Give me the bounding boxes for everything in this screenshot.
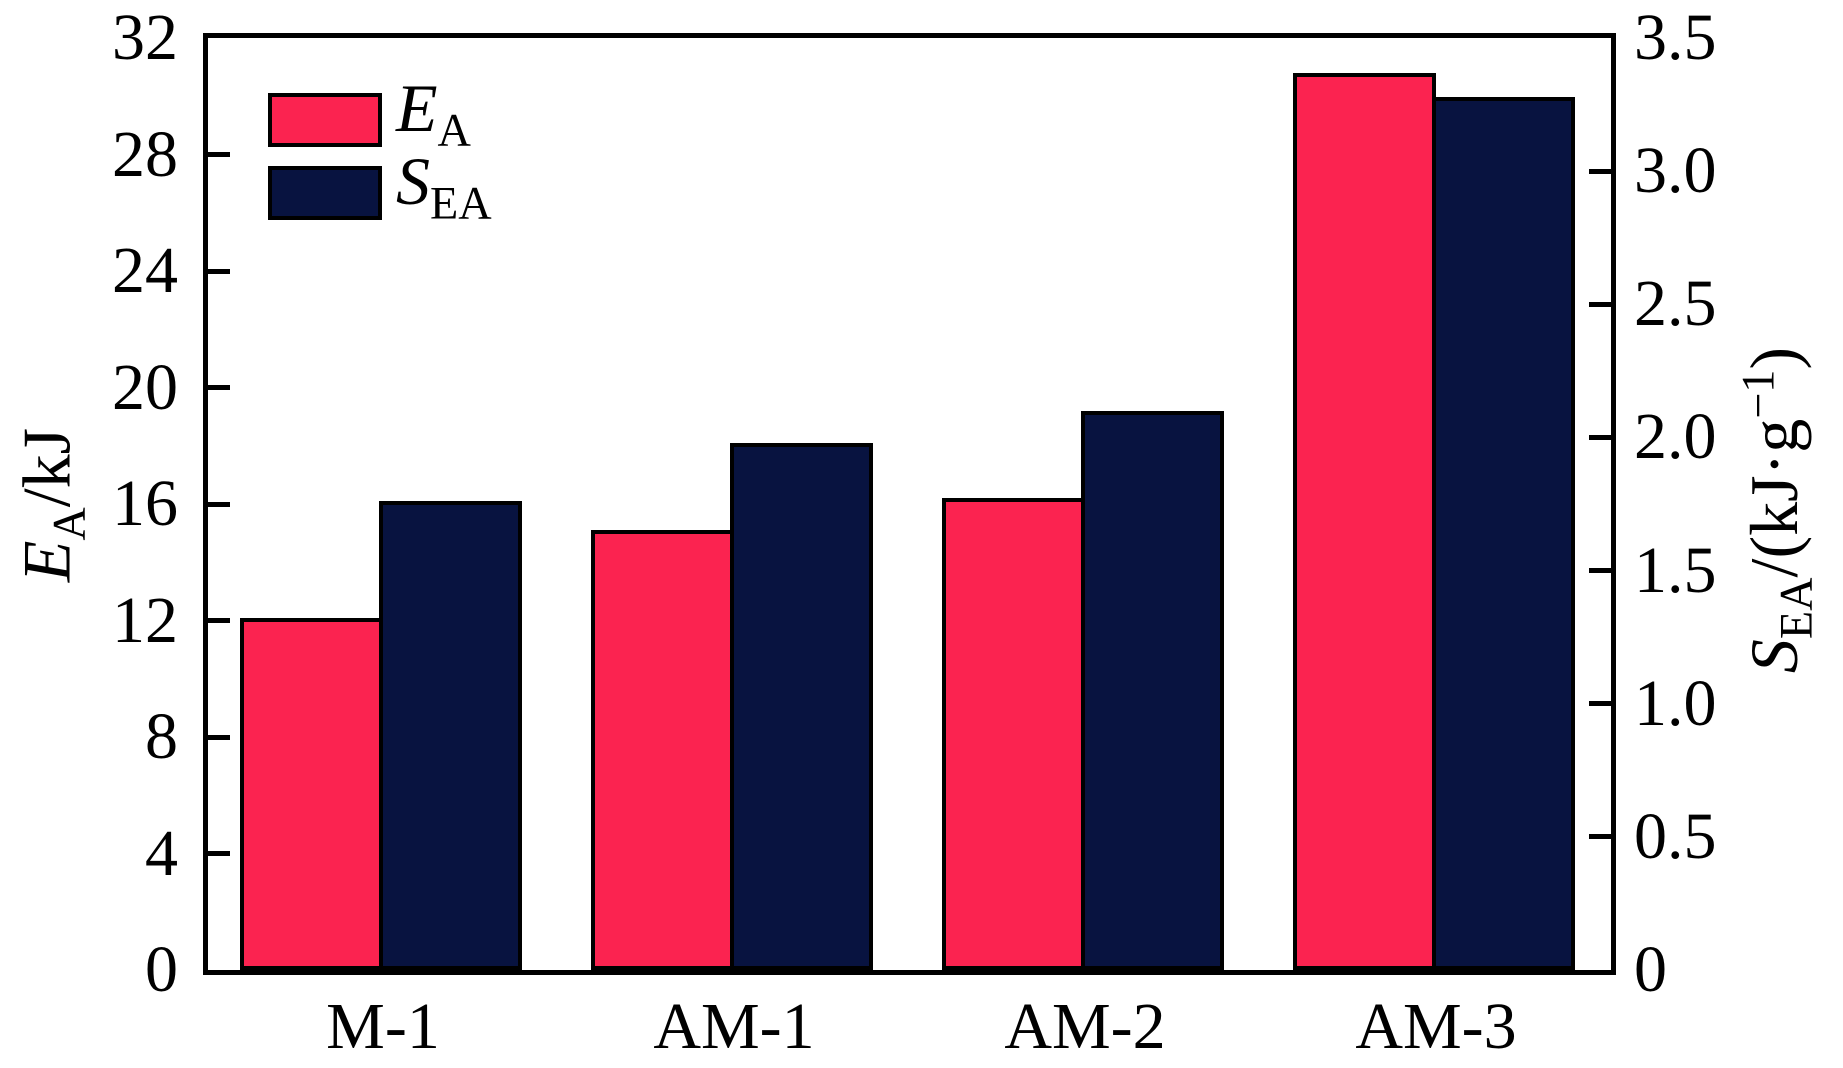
- left-y-tick-label-0: 0: [145, 933, 178, 1006]
- left-y-tick-label-28: 28: [112, 118, 178, 191]
- plot-area: EA SEA: [203, 33, 1616, 975]
- left-y-tick-label-8: 8: [145, 700, 178, 773]
- bar-ea-am-2: [942, 498, 1085, 970]
- right-y-tick: [1589, 834, 1611, 839]
- legend-label-ea-sub: A: [437, 105, 471, 157]
- legend-label-ea: EA: [396, 74, 471, 159]
- legend: EA SEA: [268, 74, 492, 239]
- right-axis-title: SEA/(kJ·g−1): [1732, 347, 1823, 673]
- left-y-tick-label-20: 20: [112, 351, 178, 424]
- legend-item-ea: EA: [268, 74, 492, 157]
- left-y-tick: [208, 385, 230, 390]
- bar-sea-am-1: [730, 443, 873, 970]
- legend-swatch-ea: [268, 93, 382, 147]
- bar-sea-am-2: [1081, 411, 1224, 970]
- right-axis-title-units-post: ): [1736, 346, 1813, 370]
- left-y-tick-label-16: 16: [112, 467, 178, 540]
- right-y-tick: [1589, 701, 1611, 706]
- right-y-tick-label-1.0: 1.0: [1634, 667, 1717, 740]
- bar-ea-am-1: [591, 530, 734, 970]
- right-y-tick-label-1.5: 1.5: [1634, 534, 1717, 607]
- right-y-tick-label-0: 0: [1634, 933, 1667, 1006]
- legend-label-sea-sub: EA: [430, 178, 492, 230]
- x-tick-label-m-1: M-1: [326, 990, 440, 1063]
- right-y-tick-label-0.5: 0.5: [1634, 800, 1717, 873]
- left-y-tick: [208, 152, 230, 157]
- legend-label-ea-var: E: [396, 70, 438, 147]
- left-y-tick: [208, 735, 230, 740]
- left-y-tick-label-32: 32: [112, 1, 178, 74]
- legend-item-sea: SEA: [268, 147, 492, 230]
- right-y-tick-label-2.5: 2.5: [1634, 267, 1717, 340]
- legend-label-sea: SEA: [396, 147, 492, 232]
- left-y-tick: [208, 269, 230, 274]
- left-y-tick-label-4: 4: [145, 817, 178, 890]
- bar-ea-am-3: [1293, 73, 1436, 970]
- left-y-tick-label-12: 12: [112, 584, 178, 657]
- legend-label-sea-var: S: [396, 143, 430, 220]
- left-y-tick: [208, 851, 230, 856]
- right-y-tick: [1589, 302, 1611, 307]
- right-y-tick: [1589, 169, 1611, 174]
- left-y-tick-label-24: 24: [112, 234, 178, 307]
- x-tick-label-am-2: AM-2: [1004, 990, 1166, 1063]
- left-y-tick: [208, 618, 230, 623]
- right-y-tick-label-3.5: 3.5: [1634, 1, 1717, 74]
- left-axis-title-var: E: [8, 540, 85, 583]
- x-tick-label-am-3: AM-3: [1355, 990, 1517, 1063]
- right-y-tick-label-2.0: 2.0: [1634, 400, 1717, 473]
- right-y-tick: [1589, 435, 1611, 440]
- left-y-tick: [208, 502, 230, 507]
- bar-sea-m-1: [379, 501, 522, 970]
- bar-ea-m-1: [240, 618, 383, 970]
- right-y-tick: [1589, 568, 1611, 573]
- bar-sea-am-3: [1432, 97, 1575, 970]
- right-y-tick-label-3.0: 3.0: [1634, 134, 1717, 207]
- legend-swatch-sea: [268, 166, 382, 220]
- x-tick-label-am-1: AM-1: [653, 990, 815, 1063]
